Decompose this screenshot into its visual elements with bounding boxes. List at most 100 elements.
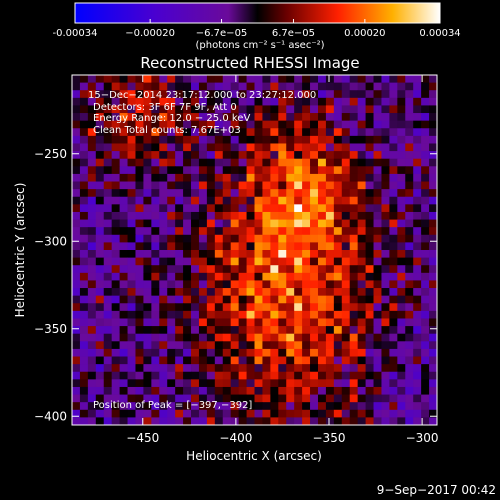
heatmap-cell [421,151,430,160]
heatmap-cell [357,234,366,243]
heatmap-cell [278,288,287,297]
heatmap-cell [79,250,89,259]
heatmap-cell [262,333,271,342]
heatmap-cell [373,417,382,425]
heatmap-cell [254,158,263,167]
heatmap-cell [286,105,295,114]
heatmap-cell [111,318,120,327]
heatmap-cell [302,409,311,418]
heatmap-cell [151,151,160,160]
heatmap-cell [302,250,311,259]
heatmap-cell [270,379,279,388]
heatmap-cell [111,310,120,319]
heatmap-cell [357,310,366,319]
heatmap-cell [429,348,437,357]
heatmap-cell [214,303,224,312]
heatmap-cell [302,386,311,395]
heatmap-cell [95,189,105,198]
heatmap-cell [389,113,398,122]
heatmap-cell [397,158,406,167]
heatmap-cell [183,113,192,122]
heatmap-cell [286,379,295,388]
heatmap-cell [357,97,366,106]
heatmap-cell [230,356,240,365]
heatmap-cell [159,219,168,228]
heatmap-cell [230,295,240,304]
heatmap-cell [246,181,255,190]
heatmap-cell [325,341,335,350]
heatmap-cell [151,242,160,251]
heatmap-cell [421,371,430,380]
heatmap-cell [119,128,128,137]
heatmap-cell [365,250,374,259]
heatmap-cell [317,402,327,411]
heatmap-cell [286,143,295,152]
heatmap-cell [103,90,113,99]
heatmap-cell [254,371,263,380]
heatmap-cell [191,113,200,122]
info-annotations: 15−Dec−2014 23:17:12.000 to 23:27:12.000… [88,90,316,411]
heatmap-cell [222,173,232,182]
heatmap-cell [397,265,406,274]
heatmap-cell [95,379,105,388]
heatmap-cell [143,371,152,380]
heatmap-cell [310,128,319,137]
heatmap-cell [246,82,255,91]
heatmap-cell [103,75,113,84]
heatmap-cell [413,310,422,319]
heatmap-cell [262,189,271,198]
heatmap-cell [95,371,105,380]
heatmap-cell [238,364,247,373]
heatmap-cell [294,409,303,418]
heatmap-cell [175,394,184,403]
heatmap-cell [246,371,255,380]
heatmap-cell [95,288,105,297]
heatmap-cell [167,303,176,312]
heatmap-cell [159,196,168,205]
heatmap-cell [214,272,224,281]
heatmap-cell [103,310,113,319]
heatmap-cell [413,242,422,251]
heatmap-cell [349,409,359,418]
heatmap-cell [95,295,105,304]
heatmap-cell [373,333,382,342]
heatmap-cell [270,166,279,175]
heatmap-cell [222,219,232,228]
heatmap-cell [143,219,152,228]
heatmap-cell [254,265,263,274]
heatmap-cell [72,341,81,350]
heatmap-cell [429,135,437,144]
heatmap-cell [127,234,136,243]
heatmap-cell [103,120,113,129]
heatmap-cell [302,181,311,190]
heatmap-cell [127,303,136,312]
heatmap-cell [341,204,351,213]
heatmap-cell [325,242,335,251]
heatmap-cell [429,90,437,99]
heatmap-cell [429,219,437,228]
heatmap-cell [381,204,390,213]
heatmap-cell [397,341,406,350]
heatmap-cell [333,409,343,418]
heatmap-cell [191,196,200,205]
heatmap-cell [127,90,136,99]
heatmap-cell [238,265,247,274]
heatmap-cell [135,250,144,259]
heatmap-cell [270,348,279,357]
heatmap-cell [405,417,414,425]
heatmap-cell [206,189,216,198]
heatmap-cell [302,295,311,304]
heatmap-cell [214,211,224,220]
heatmap-cell [278,409,287,418]
heatmap-cell [373,75,382,84]
heatmap-cell [421,189,430,198]
heatmap-cell [103,234,113,243]
heatmap-cell [278,166,287,175]
heatmap-cell [310,333,319,342]
heatmap-cell [167,310,176,319]
heatmap-cell [191,371,200,380]
heatmap-cell [214,105,224,114]
heatmap-cell [151,173,160,182]
annotation-time-range: 15−Dec−2014 23:17:12.000 to 23:27:12.000 [88,90,316,101]
heatmap-cell [389,356,398,365]
